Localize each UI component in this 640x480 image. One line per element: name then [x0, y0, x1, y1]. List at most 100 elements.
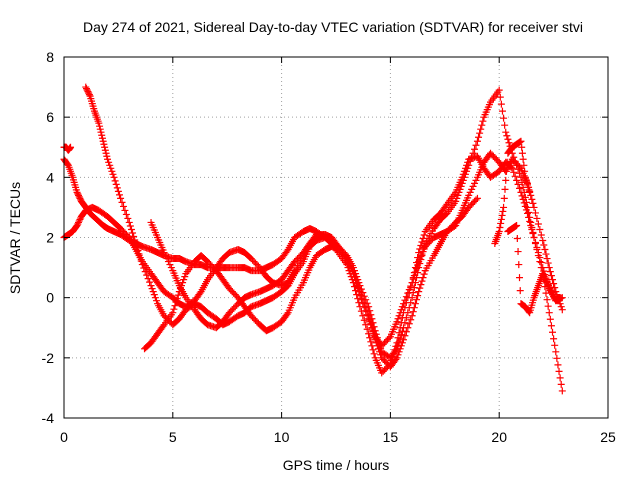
- data-point: [502, 167, 510, 175]
- data-point: [458, 179, 466, 187]
- data-point: [397, 342, 405, 350]
- x-axis-label: GPS time / hours: [283, 457, 390, 473]
- data-point: [539, 271, 547, 279]
- data-point: [540, 241, 548, 249]
- data-point: [356, 288, 364, 296]
- data-point: [109, 170, 117, 178]
- data-point: [407, 299, 415, 307]
- data-point: [404, 309, 412, 317]
- data-point: [404, 289, 412, 297]
- data-point: [454, 191, 462, 199]
- data-point: [545, 283, 553, 291]
- data-point: [465, 191, 473, 199]
- data-point: [367, 338, 375, 346]
- data-point: [556, 294, 564, 302]
- series-track-f: [504, 221, 564, 317]
- data-point: [501, 185, 509, 193]
- data-point: [396, 334, 404, 342]
- data-point: [479, 117, 487, 125]
- data-point: [465, 161, 473, 169]
- series-track-g: [491, 137, 534, 248]
- data-point: [85, 89, 93, 97]
- data-point: [144, 275, 152, 283]
- data-point: [411, 268, 419, 276]
- data-point: [537, 231, 545, 239]
- data-point: [349, 270, 357, 278]
- x-tick-label: 25: [600, 429, 616, 445]
- y-tick-label: 8: [46, 49, 54, 65]
- data-point: [549, 328, 557, 336]
- data-point: [545, 309, 553, 317]
- data-point: [518, 149, 526, 157]
- data-point: [394, 351, 402, 359]
- data-point: [526, 188, 534, 196]
- data-point: [496, 93, 504, 101]
- data-point: [110, 173, 118, 181]
- data-marks: [60, 83, 566, 395]
- data-point: [170, 305, 178, 313]
- data-point: [385, 334, 393, 342]
- data-point: [129, 229, 137, 237]
- data-point: [115, 191, 123, 199]
- data-point: [96, 122, 104, 130]
- data-point: [365, 312, 373, 320]
- data-point: [536, 258, 544, 266]
- data-point: [101, 143, 109, 151]
- data-point: [472, 196, 480, 204]
- data-point: [166, 261, 174, 269]
- data-point: [513, 176, 521, 184]
- data-point: [530, 234, 538, 241]
- data-point: [505, 139, 513, 147]
- data-point: [541, 274, 549, 282]
- data-point: [501, 121, 509, 129]
- data-point: [530, 203, 538, 211]
- x-tick-label: 20: [491, 429, 507, 445]
- data-point: [357, 292, 365, 300]
- data-point: [151, 294, 159, 302]
- data-point: [531, 209, 539, 217]
- data-point: [545, 282, 553, 290]
- data-point: [523, 209, 531, 217]
- data-point: [392, 346, 400, 354]
- x-tick-label: 15: [383, 429, 399, 445]
- data-point: [371, 336, 379, 344]
- data-point: [457, 182, 465, 190]
- data-point: [360, 300, 368, 308]
- data-point: [528, 223, 536, 231]
- data-point: [164, 258, 172, 266]
- data-point: [539, 270, 547, 278]
- data-point: [173, 295, 181, 303]
- data-point: [521, 167, 529, 175]
- data-point: [402, 328, 410, 336]
- data-point: [523, 203, 531, 211]
- data-point: [101, 146, 109, 154]
- data-point: [497, 219, 505, 227]
- y-tick-label: 4: [46, 169, 54, 185]
- data-point: [525, 208, 533, 216]
- axis-ticks: 0 5 10 15 20 25 -4 -2 0 2 4 6 8: [42, 49, 616, 445]
- data-point: [529, 199, 537, 207]
- data-point: [181, 273, 189, 281]
- data-point: [453, 194, 461, 202]
- data-point: [456, 185, 464, 193]
- data-point: [396, 345, 404, 353]
- data-point: [75, 193, 83, 201]
- data-point: [395, 348, 403, 356]
- data-point: [352, 276, 360, 284]
- data-point: [283, 310, 291, 318]
- y-tick-label: 0: [46, 290, 54, 306]
- data-point: [518, 143, 526, 151]
- data-point: [516, 287, 524, 295]
- data-point: [543, 255, 551, 263]
- data-point: [321, 230, 329, 238]
- data-point: [350, 273, 358, 281]
- data-point: [119, 202, 127, 210]
- data-point: [354, 282, 362, 290]
- data-point: [75, 217, 83, 225]
- data-point: [113, 184, 121, 192]
- data-point: [537, 264, 545, 272]
- data-point: [554, 361, 562, 369]
- data-point: [469, 149, 477, 157]
- data-point: [547, 286, 555, 294]
- data-point: [497, 215, 505, 223]
